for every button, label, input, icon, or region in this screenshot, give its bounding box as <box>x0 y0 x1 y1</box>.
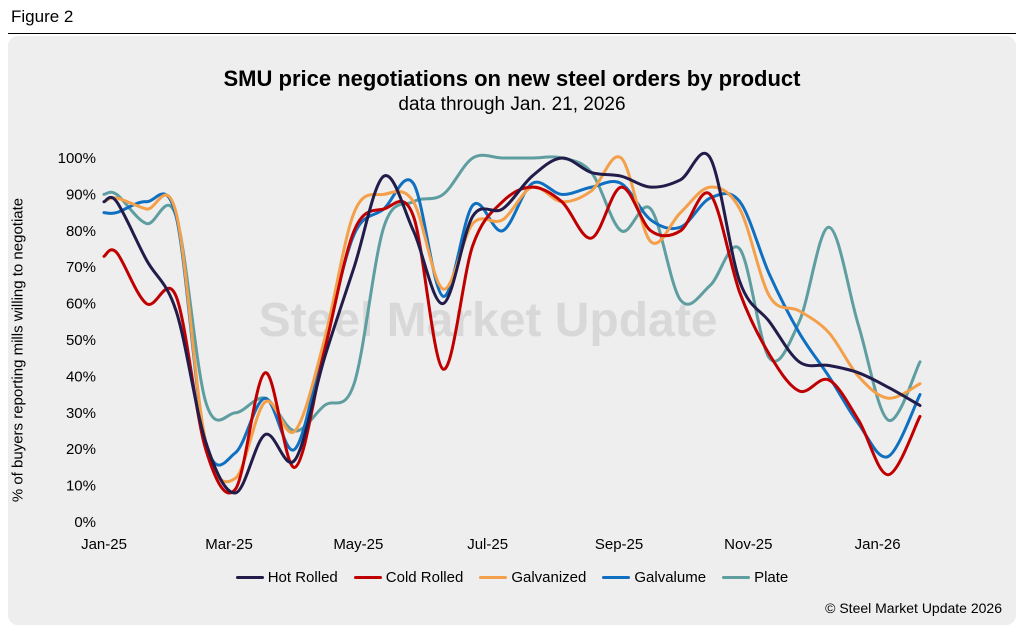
legend-label: Plate <box>754 569 789 586</box>
y-axis-title: % of buyers reporting mills willing to n… <box>9 197 27 503</box>
legend-label: Galvanized <box>511 569 587 586</box>
chart-panel: SMU price negotiations on new steel orde… <box>8 36 1016 625</box>
chart-subtitle: data through Jan. 21, 2026 <box>398 94 626 115</box>
x-tick-label: Jul-25 <box>467 536 508 553</box>
legend-label: Cold Rolled <box>385 569 464 586</box>
figure-divider <box>8 33 1016 34</box>
y-tick-label: 70% <box>66 259 96 276</box>
y-tick-label: 80% <box>66 223 96 240</box>
y-tick-label: 0% <box>74 514 96 531</box>
x-tick-label: Nov-25 <box>724 536 772 553</box>
legend-swatch <box>479 576 508 579</box>
x-tick-label: Sep-25 <box>595 536 643 553</box>
legend-item-galvalume: Galvalume <box>602 569 706 586</box>
y-tick-label: 10% <box>66 478 96 495</box>
legend-item-plate: Plate <box>722 569 788 586</box>
chart-legend: Hot Rolled Cold Rolled Galvanized Galvalume… <box>8 569 1016 586</box>
series-line-cold-rolled <box>102 185 922 495</box>
y-tick-label: 60% <box>66 296 96 313</box>
x-tick-label: Jan-25 <box>81 536 127 553</box>
chart-title: SMU price negotiations on new steel orde… <box>223 66 801 91</box>
y-tick-label: 50% <box>66 332 96 349</box>
x-tick-label: May-25 <box>333 536 383 553</box>
legend-item-cold-rolled: Cold Rolled <box>353 569 464 586</box>
y-tick-label: 90% <box>66 186 96 203</box>
legend-label: Hot Rolled <box>267 569 338 586</box>
series-line-hot-rolled <box>102 151 922 495</box>
line-chart: Steel Market Update 0%10%20%30%40%50%60%… <box>58 150 922 553</box>
legend-item-hot-rolled: Hot Rolled <box>235 569 338 586</box>
y-tick-label: 30% <box>66 405 96 422</box>
legend-swatch <box>722 576 751 579</box>
y-tick-label: 100% <box>58 150 96 167</box>
x-tick-label: Mar-25 <box>205 536 253 553</box>
y-tick-label: 20% <box>66 441 96 458</box>
legend-swatch <box>235 576 264 579</box>
copyright-notice: © Steel Market Update 2026 <box>825 600 1002 616</box>
legend-label: Galvalume <box>634 569 707 586</box>
legend-swatch <box>602 576 631 579</box>
figure-label: Figure 2 <box>11 7 74 26</box>
legend-swatch <box>353 576 382 579</box>
x-tick-label: Jan-26 <box>855 536 901 553</box>
series-line-plate <box>102 153 922 433</box>
y-tick-label: 40% <box>66 368 96 385</box>
legend-item-galvanized: Galvanized <box>479 569 586 586</box>
